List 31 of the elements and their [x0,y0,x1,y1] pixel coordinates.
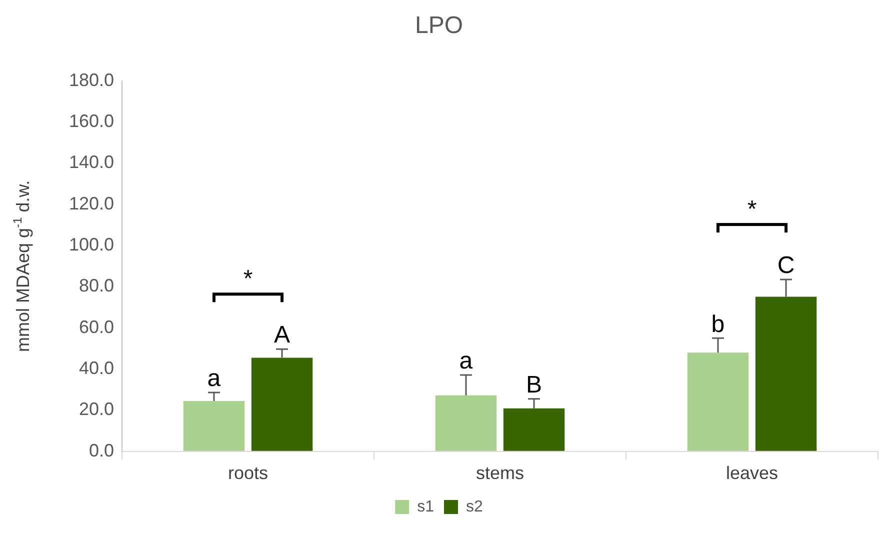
annotation: * [747,196,757,224]
y-axis-title: mmol MDAeq g-1 d.w. [10,180,33,352]
data-label: A [274,322,290,349]
bar [503,408,565,451]
bar [755,296,817,451]
data-label: B [526,372,542,399]
annotation: * [243,266,253,293]
y-tick-label: 120.0 [68,193,114,214]
y-tick-label: 60.0 [78,316,114,337]
x-tick-label: roots [228,463,268,484]
bar [687,352,749,451]
chart-title: LPO [414,12,464,40]
data-label: a [207,365,222,392]
y-tick-label: 160.0 [68,110,114,131]
x-tick-label: leaves [726,463,778,484]
x-tick-label: stems [476,463,524,484]
y-tick-label: 20.0 [78,399,114,420]
data-label: a [459,348,474,375]
y-tick-label: 0.0 [88,440,114,460]
legend-label: s1 [417,498,434,516]
bar [435,395,497,451]
y-tick-label: 140.0 [68,152,114,172]
legend-label: s2 [466,498,483,516]
bar [183,400,245,451]
y-tick-label: 180.0 [68,70,114,90]
data-label: b [711,310,725,338]
data-label: C [777,252,795,280]
y-tick-label: 100.0 [68,234,114,254]
y-tick-label: 40.0 [78,358,114,378]
y-tick-label: 80.0 [78,276,114,296]
bar [251,358,313,451]
